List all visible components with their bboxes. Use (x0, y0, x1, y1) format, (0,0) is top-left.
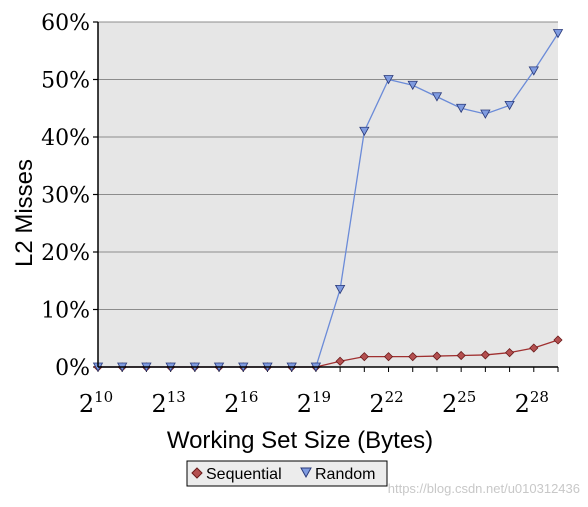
y-tick-label: 20% (41, 241, 90, 266)
y-tick-label: 30% (41, 184, 90, 209)
x-tick-label: 225 (442, 388, 476, 418)
data-point-random (480, 109, 491, 119)
y-tick-label: 40% (41, 126, 90, 151)
data-point-sequential (553, 335, 563, 345)
y-axis-label: L2 Misses (11, 159, 38, 267)
y-tick-label: 0% (55, 356, 90, 381)
data-point-sequential (383, 352, 394, 362)
x-axis-label: Working Set Size (Bytes) (167, 427, 433, 454)
x-tick-label: 219 (297, 388, 331, 418)
data-point-sequential (335, 356, 345, 366)
legend-random-label: Random (315, 466, 375, 483)
y-axis-ticks: 0% 10% 20% 30% 40% 50% 60% (41, 11, 98, 381)
data-point-random (383, 75, 394, 85)
data-point-sequential (432, 351, 442, 361)
y-tick-label: 60% (41, 11, 90, 36)
legend-sequential-label: Sequential (206, 466, 282, 483)
legend: Sequential Random (186, 460, 388, 487)
data-point-random (431, 92, 443, 102)
y-tick-label: 10% (41, 299, 90, 324)
data-point-sequential (529, 343, 539, 353)
data-point-random (407, 80, 418, 91)
x-tick-label: 222 (369, 388, 403, 418)
x-tick-label: 216 (224, 388, 258, 418)
series-layer (92, 29, 564, 372)
data-point-random (504, 100, 515, 111)
y-tick-label: 50% (41, 69, 90, 94)
x-tick-label: 228 (515, 388, 549, 418)
grid-lines (98, 21, 558, 310)
data-point-random (334, 284, 346, 295)
legend-random-marker (300, 467, 312, 479)
data-point-sequential (359, 352, 369, 362)
data-point-random (455, 103, 467, 114)
data-point-sequential (505, 348, 515, 358)
watermark: https://blog.csdn.net/u010312436 (388, 481, 580, 496)
data-point-random (528, 66, 539, 76)
data-point-sequential (408, 352, 418, 362)
data-point-random (552, 29, 564, 39)
data-point-sequential (456, 350, 466, 361)
x-tick-label: 210 (79, 388, 113, 418)
legend-box (186, 460, 388, 487)
data-point-random (359, 126, 370, 137)
data-point-sequential (480, 350, 490, 360)
x-tick-label: 213 (151, 388, 185, 418)
legend-sequential-marker (191, 467, 203, 479)
x-axis-ticks: 210 213 216 219 222 225 228 (79, 367, 559, 418)
